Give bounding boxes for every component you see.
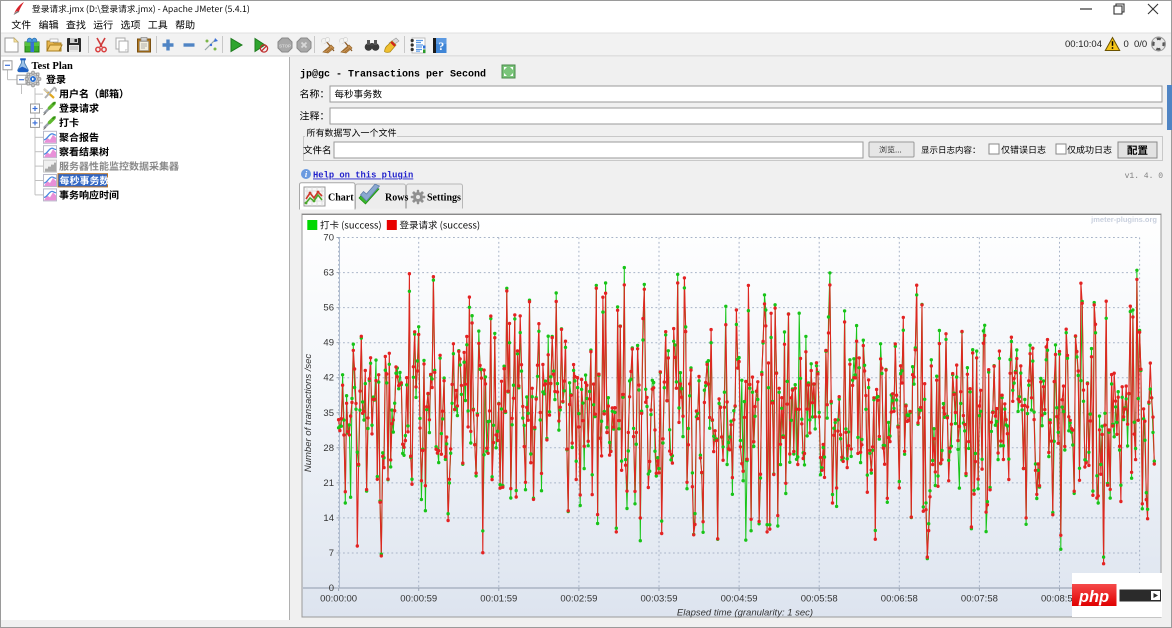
svg-text:00:06:58: 00:06:58 (881, 594, 918, 605)
svg-text:php: php (1078, 588, 1109, 606)
svg-text:70: 70 (323, 233, 334, 244)
svg-text:0/0: 0/0 (1134, 39, 1147, 50)
svg-text:35: 35 (323, 408, 334, 419)
svg-text:56: 56 (323, 303, 334, 314)
svg-text:Elapsed time (granularity: 1 s: Elapsed time (granularity: 1 sec) (677, 608, 813, 619)
svg-text:00:04:59: 00:04:59 (721, 594, 758, 605)
svg-text:v1. 4. 0: v1. 4. 0 (1125, 172, 1164, 181)
svg-text:i: i (305, 169, 308, 179)
svg-text:Test Plan: Test Plan (32, 61, 73, 72)
svg-text:?: ? (438, 39, 444, 53)
svg-text:63: 63 (323, 268, 334, 279)
svg-text:00:10:04: 00:10:04 (1065, 39, 1102, 50)
svg-text:14: 14 (323, 513, 334, 524)
svg-text:Settings: Settings (427, 193, 461, 204)
svg-text:00:08:58: 00:08:58 (1041, 594, 1078, 605)
svg-text:00:02:59: 00:02:59 (560, 594, 597, 605)
svg-text:Rows: Rows (385, 193, 408, 204)
svg-text:49: 49 (323, 338, 334, 349)
svg-text:00:01:59: 00:01:59 (480, 594, 517, 605)
svg-text:00:03:59: 00:03:59 (641, 594, 678, 605)
svg-text:00:07:58: 00:07:58 (961, 594, 998, 605)
svg-text:Number of transactions /sec: Number of transactions /sec (303, 354, 314, 473)
svg-text:jp@gc - Transactions per Secon: jp@gc - Transactions per Second (300, 69, 486, 81)
svg-text:7: 7 (329, 548, 334, 559)
svg-text:21: 21 (323, 478, 334, 489)
svg-text:28: 28 (323, 443, 334, 454)
svg-text:Chart: Chart (328, 193, 354, 204)
svg-text:00:00:59: 00:00:59 (400, 594, 437, 605)
svg-text:0: 0 (1124, 39, 1129, 50)
svg-text:Help on this plugin: Help on this plugin (313, 171, 413, 181)
svg-text:STOP: STOP (279, 43, 291, 48)
svg-text:42: 42 (323, 373, 334, 384)
svg-text:00:05:58: 00:05:58 (801, 594, 838, 605)
svg-text:00:00:00: 00:00:00 (320, 594, 357, 605)
svg-text:0: 0 (329, 583, 334, 594)
svg-text:jmeter-plugins.org: jmeter-plugins.org (1090, 215, 1157, 224)
